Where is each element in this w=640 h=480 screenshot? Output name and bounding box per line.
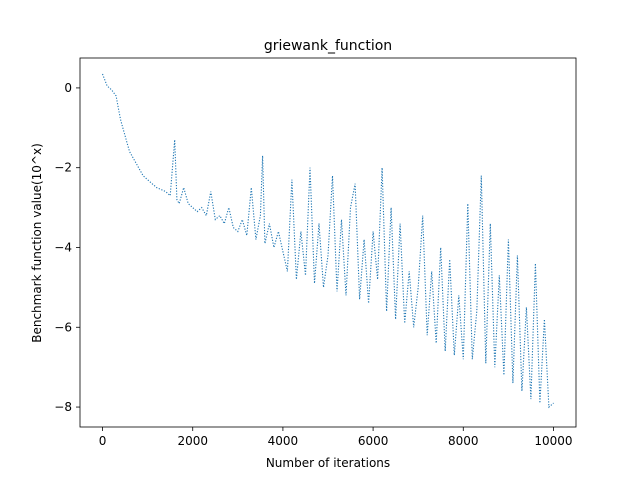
x-tick-label: 10000 <box>534 434 572 448</box>
y-tick-label: −8 <box>54 400 72 414</box>
series-line <box>101 73 554 409</box>
y-tick-label: −6 <box>54 320 72 334</box>
y-tick-label: −4 <box>54 240 72 254</box>
x-tick-label: 6000 <box>358 434 389 448</box>
axes-frame <box>79 57 577 428</box>
y-tick-label: 0 <box>64 81 72 95</box>
x-tick-label: 8000 <box>448 434 479 448</box>
y-axis-label: Benchmark function value(10^x) <box>30 143 44 343</box>
plot-area <box>101 73 554 409</box>
x-tick-label: 0 <box>99 434 107 448</box>
chart-title: griewank_function <box>264 38 392 54</box>
x-axis-ticks: 0 2000 4000 6000 8000 10000 <box>99 427 573 448</box>
x-tick-label: 4000 <box>268 434 299 448</box>
x-axis-label: Number of iterations <box>266 456 390 470</box>
y-axis-ticks: 0 −2 −4 −6 −8 <box>54 81 80 414</box>
x-tick-label: 2000 <box>177 434 208 448</box>
y-tick-label: −2 <box>54 161 72 175</box>
